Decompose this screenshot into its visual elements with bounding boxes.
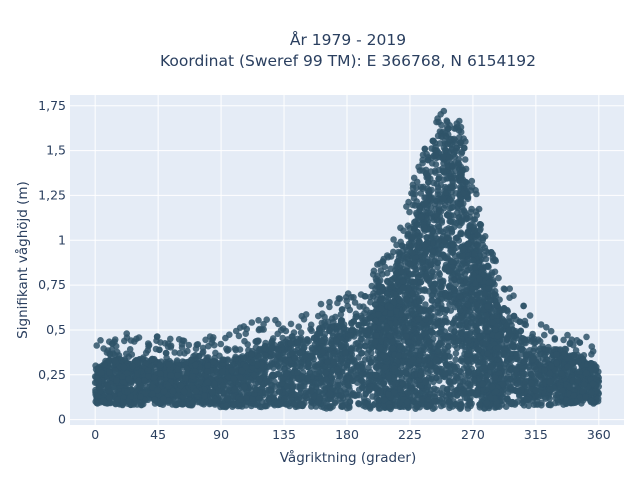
- scatter-point: [185, 341, 193, 349]
- scatter-point: [317, 300, 325, 308]
- scatter-point: [93, 342, 100, 349]
- scatter-point: [128, 351, 136, 358]
- scatter-point: [321, 313, 328, 321]
- scatter-point: [335, 295, 343, 302]
- scatter-point: [434, 222, 442, 229]
- scatter-point: [287, 320, 295, 328]
- scatter-point: [346, 398, 354, 406]
- scatter-point: [97, 337, 104, 344]
- scatter-point: [370, 290, 377, 297]
- scatter-point: [495, 274, 502, 282]
- scatter-point: [241, 337, 248, 345]
- scatter-point: [379, 258, 387, 265]
- scatter-point: [432, 161, 440, 168]
- scatter-point: [337, 319, 345, 327]
- scatter-point: [242, 330, 249, 338]
- scatter-point: [260, 320, 267, 328]
- scatter-point: [93, 399, 100, 407]
- scatter-point: [536, 338, 544, 345]
- scatter-point: [458, 150, 465, 157]
- scatter-point: [199, 344, 207, 352]
- scatter-point: [390, 248, 397, 256]
- scatter-point: [510, 292, 517, 300]
- scatter-point: [485, 263, 492, 271]
- scatter-point: [171, 349, 178, 356]
- scatter-point: [452, 350, 460, 357]
- scatter-point: [348, 392, 355, 399]
- scatter-point: [536, 345, 544, 352]
- scatter-point: [126, 346, 134, 353]
- scatter-point: [294, 338, 301, 346]
- scatter-point: [390, 236, 397, 243]
- scatter-point: [175, 336, 183, 343]
- scatter-point: [456, 321, 463, 329]
- scatter-point: [326, 303, 333, 311]
- scatter-point: [279, 334, 287, 342]
- scatter-point: [475, 205, 483, 213]
- scatter-point: [343, 297, 351, 305]
- scatter-point: [514, 355, 521, 363]
- scatter-point: [428, 297, 436, 304]
- scatter-point: [530, 363, 538, 371]
- scatter-point: [176, 349, 183, 357]
- scatter-point: [443, 386, 451, 393]
- scatter-point: [295, 323, 303, 331]
- scatter-point: [458, 217, 466, 225]
- scatter-point: [422, 301, 429, 308]
- scatter-point: [297, 329, 305, 336]
- scatter-point: [464, 240, 472, 247]
- scatter-point: [357, 291, 365, 298]
- scatter-point: [442, 226, 450, 233]
- scatter-point: [447, 218, 455, 225]
- scatter-point: [560, 336, 567, 344]
- scatter-point: [315, 312, 322, 320]
- chart-title-line1: År 1979 - 2019: [290, 30, 406, 49]
- scatter-point: [541, 331, 548, 339]
- scatter-point: [410, 194, 418, 202]
- scatter-point: [433, 367, 440, 375]
- scatter-point: [474, 306, 482, 314]
- scatter-point: [255, 317, 262, 324]
- scatter-point: [255, 337, 262, 345]
- scatter-point: [235, 332, 243, 340]
- scatter-point: [484, 372, 491, 379]
- scatter-point: [461, 156, 469, 163]
- scatter-point: [457, 230, 464, 238]
- scatter-point: [526, 312, 534, 319]
- scatter-point: [290, 329, 298, 336]
- scatter-point: [564, 331, 571, 339]
- scatter-point: [433, 386, 441, 394]
- scatter-point: [326, 298, 333, 306]
- scatter-point: [505, 388, 512, 396]
- scatter-point: [406, 208, 413, 216]
- scatter-point: [351, 299, 359, 306]
- scatter-point: [240, 323, 248, 330]
- scatter-point: [368, 282, 376, 290]
- scatter-point: [543, 356, 551, 363]
- scatter-point: [420, 183, 427, 191]
- scatter-point: [248, 319, 256, 326]
- scatter-point: [588, 351, 595, 358]
- scatter-point: [308, 403, 315, 410]
- scatter-point: [456, 265, 463, 272]
- scatter-point: [506, 285, 513, 293]
- chart-title-line2: Koordinat (Sweref 99 TM): E 366768, N 61…: [160, 52, 536, 70]
- scatter-point: [383, 269, 391, 277]
- scatter-point: [232, 327, 240, 335]
- scatter-point: [189, 399, 196, 407]
- scatter-point: [232, 346, 240, 354]
- scatter-point: [438, 217, 446, 224]
- scatter-point: [178, 344, 186, 351]
- scatter-point: [445, 283, 453, 290]
- data-points: [91, 107, 603, 413]
- scatter-point: [225, 346, 232, 353]
- scatter-point: [451, 363, 458, 371]
- scatter-point: [482, 255, 490, 263]
- scatter-point: [181, 350, 188, 357]
- scatter-point: [537, 321, 545, 328]
- scatter-point: [480, 364, 488, 371]
